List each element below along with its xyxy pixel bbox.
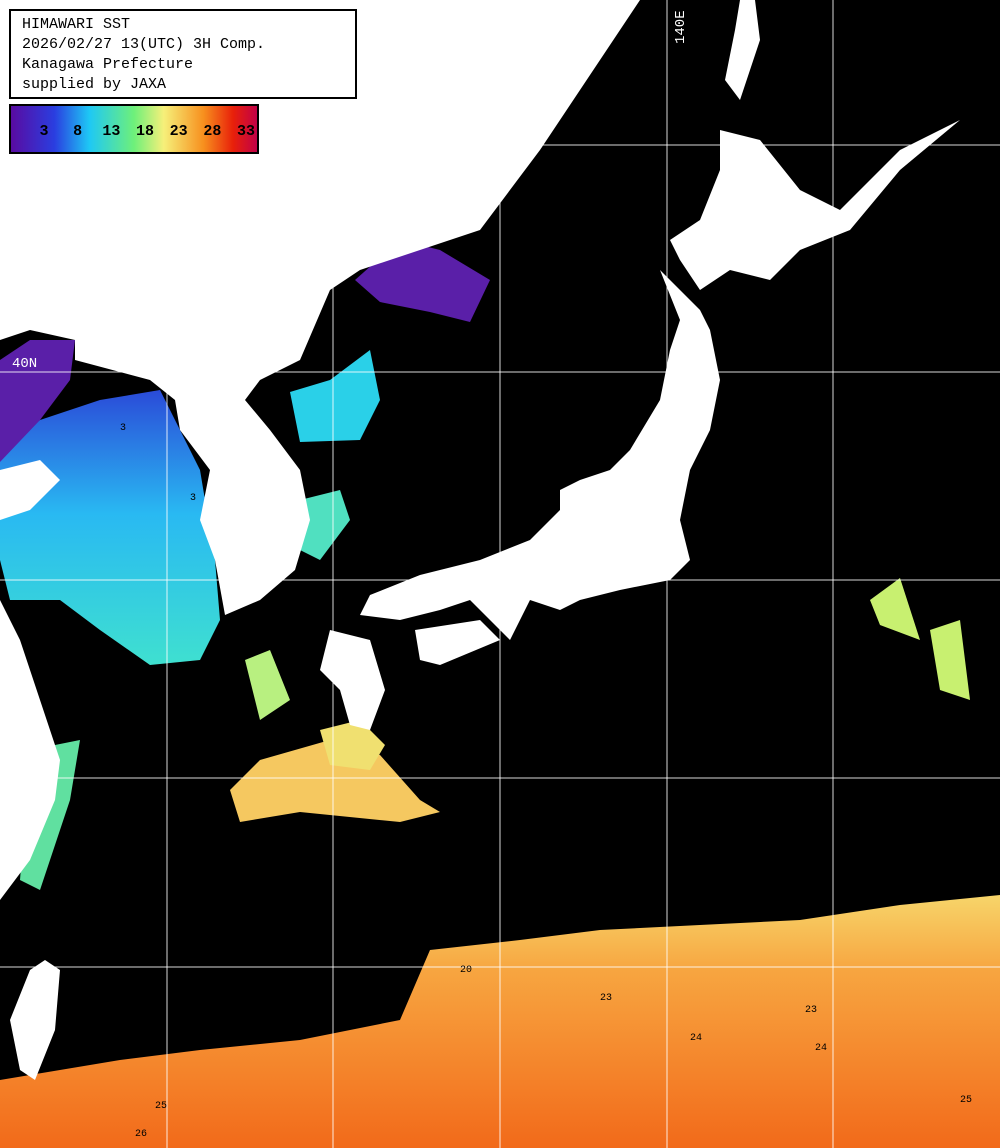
latitude-label: 40N [12,356,37,372]
contour-label: 25 [960,1095,972,1106]
colorbar [9,104,259,154]
colorbar-tick-label: 13 [102,123,120,140]
legend-box [9,9,357,99]
contour-label: 25 [155,1101,167,1112]
contour-label: 23 [600,993,612,1004]
legend-line: Kanagawa Prefecture [22,56,193,73]
contour-labels: 3 3 20 23 23 24 24 25 25 26 [120,423,972,1140]
contour-label: 24 [690,1033,702,1044]
colorbar-ticks: 3 8 13 18 23 28 33 [39,123,255,140]
legend-line: 2026/02/27 13(UTC) 3H Comp. [22,36,265,53]
contour-label: 26 [135,1129,147,1140]
colorbar-tick-label: 3 [39,123,48,140]
contour-label: 3 [120,423,126,434]
contour-label: 20 [460,965,472,976]
colorbar-tick-label: 23 [170,123,188,140]
legend-line: HIMAWARI SST [22,16,130,33]
colorbar-tick-label: 8 [73,123,82,140]
colorbar-tick-label: 33 [237,123,255,140]
contour-label: 24 [815,1043,827,1054]
contour-label: 23 [805,1005,817,1016]
legend-text: HIMAWARI SST 2026/02/27 13(UTC) 3H Comp. K… [22,16,265,93]
longitude-label: 140E [673,10,689,44]
colorbar-tick-label: 18 [136,123,154,140]
contour-label: 3 [190,493,196,504]
colorbar-tick-label: 28 [203,123,221,140]
legend-line: supplied by JAXA [22,76,166,93]
